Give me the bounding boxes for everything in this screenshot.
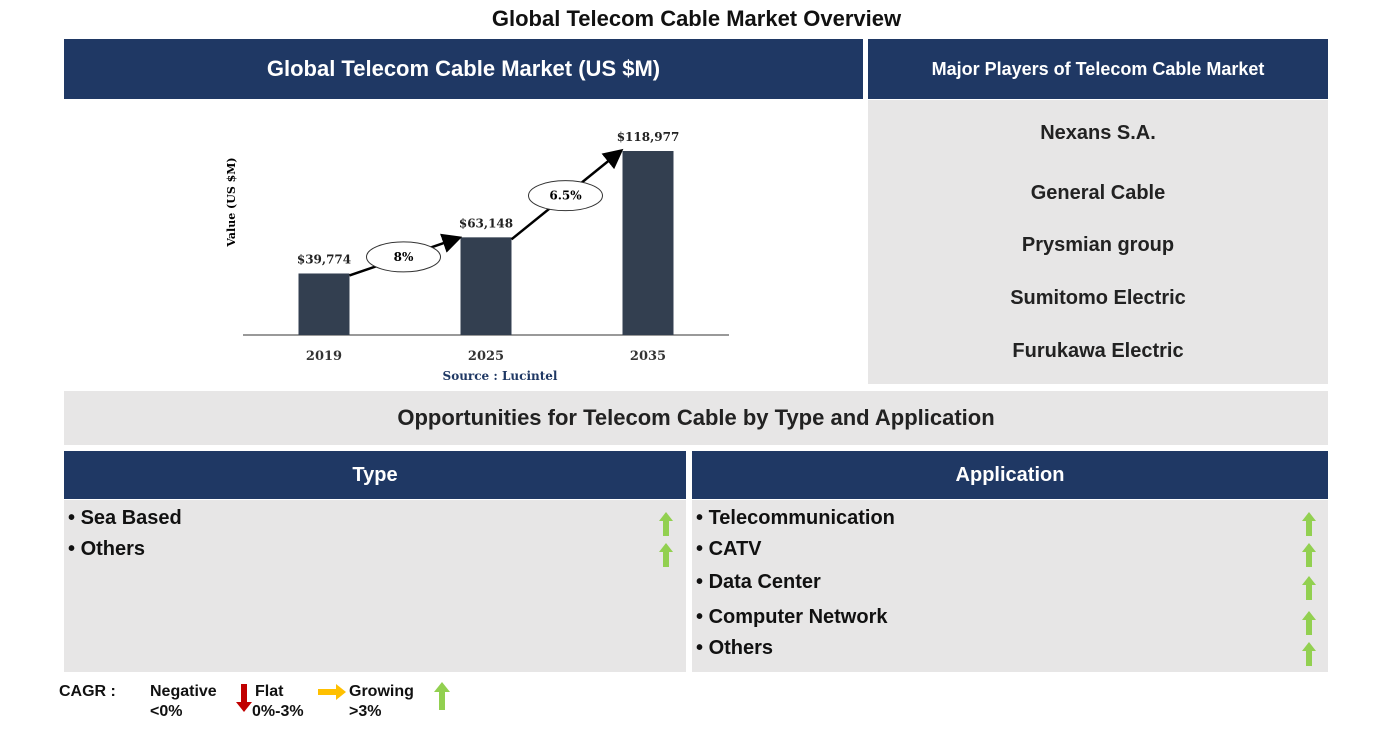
up-arrow-shape [1302,642,1316,666]
player-name: Prysmian group [1021,234,1175,256]
chart-header: Global Telecom Cable Market (US $M) [64,39,863,99]
x-tick-label: 2025 [468,349,504,364]
application-item: Data Center [696,571,821,594]
up-arrow [1302,611,1316,635]
bar [622,151,674,335]
up-arrow-shape [1302,543,1316,567]
main-title: Global Telecom Cable Market Overview [491,6,902,31]
growth-label: 8% [394,250,414,264]
players-panel: Nexans S.A. General Cable Prysmian group Su… [868,100,1328,384]
player-name: Furukawa Electric [1012,340,1184,362]
up-arrow [1302,576,1316,600]
type-item: Others [68,538,145,561]
type-header: Type [64,451,686,499]
application-item: Telecommunication [696,507,895,530]
type-item: Sea Based [68,507,182,530]
legend-growing-range: >3% [349,703,382,720]
up-arrow [659,543,673,567]
source: Source : Lucintel [443,369,558,383]
legend-label: CAGR : [59,683,116,700]
up-arrow-shape [659,512,673,536]
application-header: Application [692,451,1328,499]
growth-ellipse [366,241,441,273]
x-tick-label: 2035 [630,349,666,364]
up-arrow-shape [659,543,673,567]
down-arrow [236,684,252,712]
growth-ellipse [528,180,603,212]
up-arrow-shape [1302,512,1316,536]
application-item: CATV [696,538,762,561]
player-name: Nexans S.A. [1040,122,1156,144]
type-panel: Sea Based Others [64,500,686,672]
up-arrow-shape [1302,576,1316,600]
legend-flat-range: 0%-3% [252,703,304,720]
right-arrow [318,684,346,700]
value-label: $39,774 [297,252,351,266]
bar [460,237,512,335]
value-label: $63,148 [459,216,513,230]
player-name: Sumitomo Electric [1010,287,1186,309]
value-label: $118,977 [617,130,680,144]
up-arrow [1302,642,1316,666]
legend-growing: Growing [349,683,414,700]
player-name: General Cable [1030,182,1166,204]
up-arrow-shape [1302,611,1316,635]
legend-negative: Negative [150,683,217,700]
up-arrow [1302,512,1316,536]
y-axis-label: Value (US $M) [225,157,238,247]
application-item: Others [696,637,773,660]
opportunities-title: Opportunities for Telecom Cable by Type … [64,391,1328,445]
application-item: Computer Network [696,606,888,629]
up-arrow [434,682,450,710]
bar [298,273,350,335]
players-header: Major Players of Telecom Cable Market [868,39,1328,99]
x-tick-label: 2019 [306,349,342,364]
legend-flat: Flat [255,683,284,700]
growth-label: 6.5% [549,189,582,203]
up-arrow [659,512,673,536]
application-panel: Telecommunication CATV Data Center Computer… [692,500,1328,672]
chart: Value (US $M) $39,774 2019 $63,148 2025 $118,… [225,130,729,383]
up-arrow [1302,543,1316,567]
legend-negative-range: <0% [150,703,183,720]
